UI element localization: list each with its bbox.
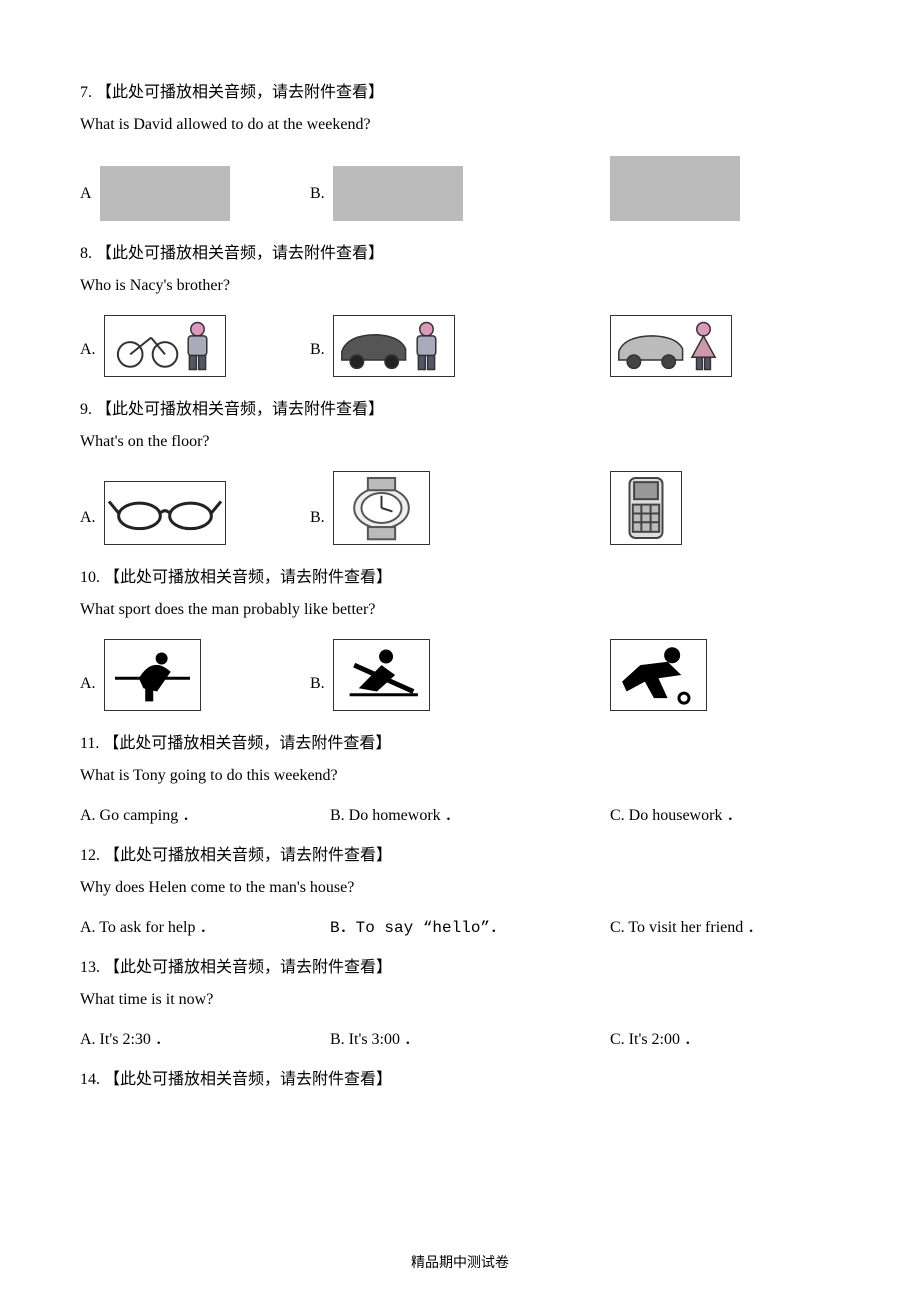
image-option: A. (80, 639, 201, 711)
text-option: C. It's 2:00 ． (610, 1025, 700, 1049)
text-options-row: A. To ask for help ． B．To say “hello”． C. … (80, 913, 840, 935)
text-option: B. It's 3:00 ． (330, 1025, 420, 1049)
question-text: What sport does the man probably like be… (80, 601, 840, 619)
image-option: B. (310, 315, 455, 377)
text-option: B．To say “hello”． (330, 913, 506, 937)
text-option: A. It's 2:30 ． (80, 1025, 171, 1049)
question-header: 12. 【此处可播放相关音频，请去附件查看】 (80, 841, 840, 865)
question-header: 7. 【此处可播放相关音频，请去附件查看】 (80, 78, 840, 102)
option-letter: A. (80, 509, 96, 545)
bike-boy-icon (104, 315, 226, 377)
image-option (610, 156, 740, 221)
question-header: 11. 【此处可播放相关音频，请去附件查看】 (80, 729, 840, 753)
question-header: 8. 【此处可播放相关音频，请去附件查看】 (80, 239, 840, 263)
question-header: 10. 【此处可播放相关音频，请去附件查看】 (80, 563, 840, 587)
text-option: B. Do homework ． (330, 801, 461, 825)
glasses-icon (104, 481, 226, 545)
question-header: 9. 【此处可播放相关音频，请去附件查看】 (80, 395, 840, 419)
text-options-row: A. It's 2:30 ． B. It's 3:00 ． C. It's 2:00… (80, 1025, 840, 1047)
question-header: 13. 【此处可播放相关音频，请去附件查看】 (80, 953, 840, 977)
image-option (610, 315, 732, 377)
image-option: A (80, 166, 230, 221)
image-options-row: A. B. (80, 635, 840, 711)
image-option: A. (80, 481, 226, 545)
running-icon (610, 639, 707, 711)
question-header: 14. 【此处可播放相关音频，请去附件查看】 (80, 1065, 840, 1089)
image-option: B. (310, 166, 463, 221)
highjump-icon (104, 639, 201, 711)
text-option: C. Do housework ． (610, 801, 742, 825)
option-letter: B. (310, 509, 325, 545)
image-option: B. (310, 639, 430, 711)
option-letter: A. (80, 675, 96, 711)
option-letter: B. (310, 185, 325, 221)
dance-icon (333, 166, 463, 221)
question-text: Who is Nacy's brother? (80, 277, 840, 295)
car-girl-icon (610, 315, 732, 377)
soccer-icon (100, 166, 230, 221)
image-option (610, 639, 707, 711)
watch-icon (333, 471, 430, 545)
text-option: A. Go camping ． (80, 801, 198, 825)
option-letter: B. (310, 341, 325, 377)
question-text: Why does Helen come to the man's house? (80, 879, 840, 897)
text-options-row: A. Go camping ． B. Do homework ． C. Do hou… (80, 801, 840, 823)
question-text: What time is it now? (80, 991, 840, 1009)
tv-icon (610, 156, 740, 221)
image-option: B. (310, 471, 430, 545)
car-boy-icon (333, 315, 455, 377)
option-letter: B. (310, 675, 325, 711)
question-text: What is Tony going to do this weekend? (80, 767, 840, 785)
image-options-row: A. B. (80, 311, 840, 377)
image-option (610, 471, 682, 545)
phone-icon (610, 471, 682, 545)
question-text: What is David allowed to do at the weeke… (80, 116, 840, 134)
image-option: A. (80, 315, 226, 377)
text-option: C. To visit her friend ． (610, 913, 763, 937)
text-option: A. To ask for help ． (80, 913, 215, 937)
question-text: What's on the floor? (80, 433, 840, 451)
image-options-row: A. B. (80, 467, 840, 545)
option-letter: A. (80, 341, 96, 377)
rowing-icon (333, 639, 430, 711)
image-options-row: A B. (80, 150, 840, 221)
option-letter: A (80, 185, 92, 221)
page-footer: 精品期中测试卷 (0, 1252, 920, 1272)
